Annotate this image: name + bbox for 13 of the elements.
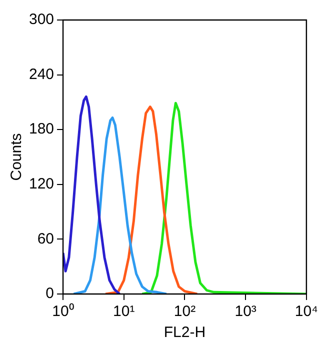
x-tick-label: 10² [174, 303, 196, 320]
y-tick-label: 180 [28, 120, 54, 138]
x-tick-label: 10¹ [113, 303, 135, 320]
y-tick-label: 240 [28, 66, 54, 83]
x-tick-label: 10⁴ [294, 303, 318, 320]
x-axis-title: FL2-H [164, 324, 206, 342]
y-tick-label: 60 [37, 230, 54, 248]
x-tick-label: 10³ [234, 303, 256, 320]
y-tick-label: 300 [28, 11, 54, 28]
y-axis-title: Counts [8, 133, 26, 181]
x-tick-label: 10⁰ [52, 303, 74, 320]
y-tick-label: 120 [28, 176, 54, 193]
y-tick-label: 0 [46, 285, 54, 302]
